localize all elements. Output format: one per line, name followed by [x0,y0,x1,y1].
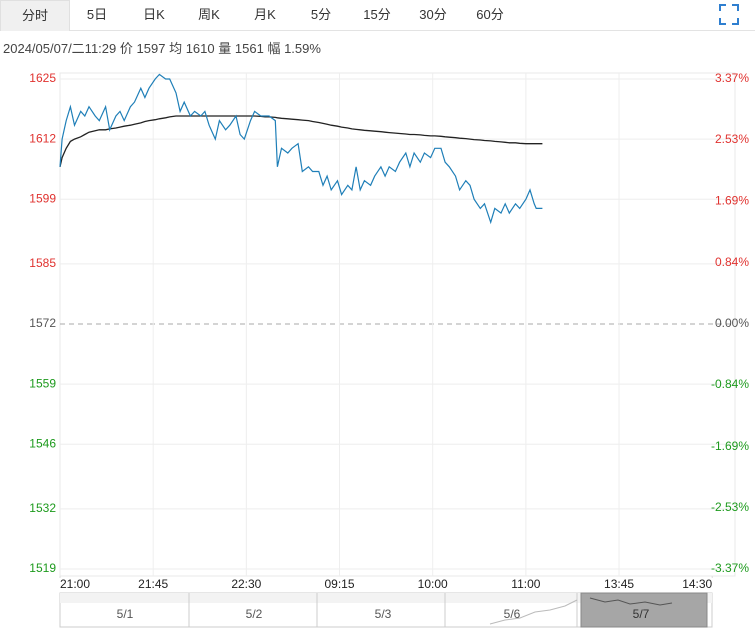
tab[interactable]: 5日 [86,7,108,22]
navigator-label: 5/1 [117,607,134,621]
y-tick-label: 1572 [29,316,56,330]
navigator-label: 5/2 [246,607,263,621]
amp-label: 幅 [267,41,281,56]
navigator-frame [59,592,713,628]
y2-tick-label: -1.69% [711,439,749,453]
navigator [59,592,713,628]
tab[interactable]: 60分 [476,7,504,22]
average-line [59,115,543,167]
x-tick-label: 11:00 [511,577,540,591]
y-tick-label: 1612 [29,131,56,145]
tab[interactable]: 月K [254,7,276,22]
x-tick-label: 14:30 [682,577,712,591]
vol: 1561 [234,41,264,56]
y-tick-label: 1599 [29,191,56,205]
x-tick-label: 22:30 [231,577,261,591]
x-tick-label: 13:45 [604,577,634,591]
y-tick-label: 1519 [29,561,56,575]
y-tick-label: 1532 [29,501,56,515]
tab[interactable]: 日K [143,7,165,22]
y-tick-label: 1625 [29,71,56,85]
navigator-window [580,592,708,628]
y2-tick-label: 3.37% [715,71,749,85]
vol-label: 量 [218,41,232,56]
y2-tick-label: 2.53% [715,132,749,146]
x-tick-label: 21:00 [60,577,90,591]
y2-tick-label: 0.84% [715,255,749,269]
price-line [59,73,543,225]
avg-label: 均 [169,41,183,56]
navigator-dividers [188,593,578,627]
x-tick-label: 21:45 [138,577,168,591]
tab[interactable]: 周K [198,7,220,22]
navigator-label: 5/7 [633,607,650,621]
tab[interactable]: 5分 [310,7,332,22]
y2-tick-label: -0.84% [711,377,749,391]
y-tick-label: 1546 [29,436,56,450]
navigator-spark [589,597,673,606]
price-label: 价 [119,41,133,56]
y2-tick-label: -2.53% [711,500,749,514]
plot-frame [59,72,736,577]
y-tick-label: 1585 [29,256,56,270]
navigator-spark [489,599,578,625]
tab[interactable]: 30分 [419,7,447,22]
x-tick-label: 09:15 [325,577,355,591]
datetime: 2024/05/07/二11:29 [3,41,117,56]
avg: 1610 [185,41,215,56]
tab-bar: 分时 5日 日K 周K 月K 5分 15分 30分 60分 [0,0,755,31]
info-line: 2024/05/07/二11:29 价 1597 均 1610 量 1561 幅… [3,38,321,57]
y2-tick-label: 1.69% [715,193,749,207]
navigator-label: 5/6 [504,607,521,621]
x-tick-label: 10:00 [418,577,448,591]
y-tick-label: 1559 [29,376,56,390]
amp: 1.59% [284,41,321,56]
y2-tick-label: -3.37% [711,561,749,575]
navigator-label: 5/3 [375,607,392,621]
tab[interactable]: 15分 [363,7,391,22]
navigator-strip [60,593,712,603]
y2-tick-label: 0.00% [715,316,749,330]
tab[interactable]: 分时 [0,0,70,31]
price: 1597 [136,41,166,56]
